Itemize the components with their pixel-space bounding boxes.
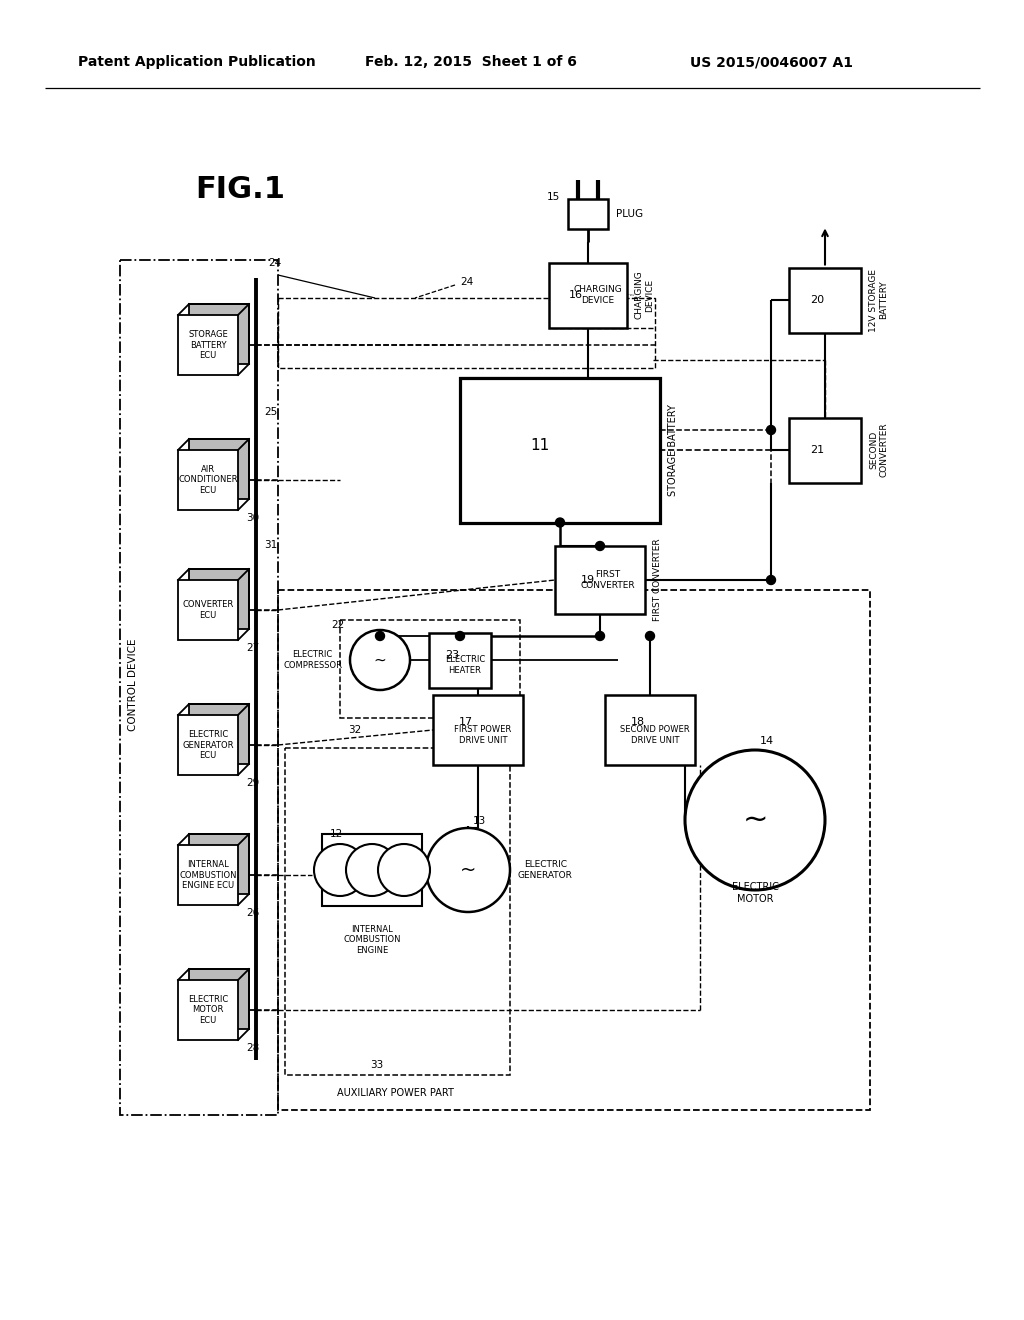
Bar xyxy=(322,834,422,906)
Text: ~: ~ xyxy=(460,861,476,879)
Circle shape xyxy=(596,631,604,640)
Text: 26: 26 xyxy=(246,908,259,917)
Bar xyxy=(460,378,660,523)
Text: INTERNAL
COMBUSTION
ENGINE ECU: INTERNAL COMBUSTION ENGINE ECU xyxy=(179,861,237,890)
Text: ELECTRIC
GENERATOR: ELECTRIC GENERATOR xyxy=(518,861,572,879)
Text: ELECTRIC
MOTOR: ELECTRIC MOTOR xyxy=(731,882,778,904)
Text: STORAGE
BATTERY
ECU: STORAGE BATTERY ECU xyxy=(188,330,228,360)
Bar xyxy=(568,199,608,228)
Text: 31: 31 xyxy=(264,540,278,550)
Bar xyxy=(278,298,655,368)
Text: 20: 20 xyxy=(810,294,824,305)
Text: US 2015/0046007 A1: US 2015/0046007 A1 xyxy=(690,55,853,69)
Circle shape xyxy=(596,541,604,550)
Text: CONTROL DEVICE: CONTROL DEVICE xyxy=(128,639,138,731)
Text: AUXILIARY POWER PART: AUXILIARY POWER PART xyxy=(337,1088,454,1098)
Bar xyxy=(189,969,249,1030)
Bar xyxy=(178,315,238,375)
Bar xyxy=(189,834,249,894)
Text: FIRST POWER
DRIVE UNIT: FIRST POWER DRIVE UNIT xyxy=(455,725,512,744)
Text: ~: ~ xyxy=(742,805,768,834)
Text: CONVERTER
ECU: CONVERTER ECU xyxy=(182,601,233,619)
Text: FIG.1: FIG.1 xyxy=(195,176,285,205)
Bar xyxy=(178,579,238,640)
Bar xyxy=(790,417,861,483)
Circle shape xyxy=(346,843,398,896)
Text: Feb. 12, 2015  Sheet 1 of 6: Feb. 12, 2015 Sheet 1 of 6 xyxy=(365,55,577,69)
Circle shape xyxy=(378,843,430,896)
Circle shape xyxy=(456,631,465,640)
Text: 28: 28 xyxy=(246,1043,259,1053)
Bar xyxy=(189,704,249,764)
Circle shape xyxy=(685,750,825,890)
Text: SECOND
CONVERTER: SECOND CONVERTER xyxy=(869,422,889,478)
Bar xyxy=(285,748,510,1074)
Circle shape xyxy=(767,425,775,434)
Text: FIRST
CONVERTER: FIRST CONVERTER xyxy=(581,570,635,590)
Bar xyxy=(340,620,520,718)
Text: 12V STORAGE
BATTERY: 12V STORAGE BATTERY xyxy=(869,268,889,331)
Bar xyxy=(433,696,523,766)
Text: FIRST CONVERTER: FIRST CONVERTER xyxy=(653,539,662,622)
Bar xyxy=(178,715,238,775)
Bar xyxy=(178,845,238,906)
Text: 16: 16 xyxy=(569,290,583,300)
Text: ELECTRIC
COMPRESSOR: ELECTRIC COMPRESSOR xyxy=(283,651,342,669)
Text: 18: 18 xyxy=(631,717,645,727)
Circle shape xyxy=(767,576,775,585)
Text: ~: ~ xyxy=(374,652,386,668)
Bar xyxy=(178,450,238,510)
Bar xyxy=(790,268,861,333)
Text: PLUG: PLUG xyxy=(616,209,643,219)
Circle shape xyxy=(350,630,410,690)
Bar xyxy=(555,546,645,614)
Circle shape xyxy=(314,843,366,896)
Bar xyxy=(189,440,249,499)
Bar xyxy=(605,696,695,766)
Text: CHARGING
DEVICE: CHARGING DEVICE xyxy=(628,294,636,296)
Text: 14: 14 xyxy=(760,737,774,746)
Text: 33: 33 xyxy=(370,1060,383,1071)
Circle shape xyxy=(555,517,564,527)
Bar xyxy=(189,569,249,630)
Text: 29: 29 xyxy=(246,777,259,788)
Text: STORAGE BATTERY: STORAGE BATTERY xyxy=(668,404,678,496)
Text: 12: 12 xyxy=(330,829,343,840)
Text: 27: 27 xyxy=(246,643,259,653)
Bar xyxy=(178,979,238,1040)
Bar xyxy=(120,260,278,1115)
Text: 25: 25 xyxy=(264,407,278,417)
Text: CHARGING
DEVICE: CHARGING DEVICE xyxy=(635,271,654,319)
Text: 24: 24 xyxy=(460,277,473,286)
Bar xyxy=(549,263,627,327)
Bar xyxy=(189,304,249,364)
Text: 17: 17 xyxy=(459,717,473,727)
Circle shape xyxy=(426,828,510,912)
Text: 24: 24 xyxy=(268,257,282,268)
Text: 32: 32 xyxy=(348,725,361,735)
Text: CHARGING
DEVICE: CHARGING DEVICE xyxy=(573,285,623,305)
Text: 22: 22 xyxy=(332,620,345,630)
Text: 15: 15 xyxy=(547,191,560,202)
Circle shape xyxy=(376,631,384,640)
Text: ELECTRIC
HEATER: ELECTRIC HEATER xyxy=(444,655,485,675)
Text: ELECTRIC
MOTOR
ECU: ELECTRIC MOTOR ECU xyxy=(187,995,228,1024)
Text: 23: 23 xyxy=(445,649,459,660)
Text: AIR
CONDITIONER
ECU: AIR CONDITIONER ECU xyxy=(178,465,238,495)
Bar xyxy=(278,590,870,1110)
Text: INTERNAL
COMBUSTION
ENGINE: INTERNAL COMBUSTION ENGINE xyxy=(343,925,400,954)
Text: SECOND POWER
DRIVE UNIT: SECOND POWER DRIVE UNIT xyxy=(621,725,690,744)
Bar xyxy=(429,632,490,688)
Text: 11: 11 xyxy=(530,437,550,453)
Text: Patent Application Publication: Patent Application Publication xyxy=(78,55,315,69)
Text: 19: 19 xyxy=(581,576,595,585)
Circle shape xyxy=(645,631,654,640)
Text: 21: 21 xyxy=(810,445,824,455)
Text: 13: 13 xyxy=(473,816,486,826)
Text: 30: 30 xyxy=(246,513,259,523)
Text: ELECTRIC
GENERATOR
ECU: ELECTRIC GENERATOR ECU xyxy=(182,730,233,760)
